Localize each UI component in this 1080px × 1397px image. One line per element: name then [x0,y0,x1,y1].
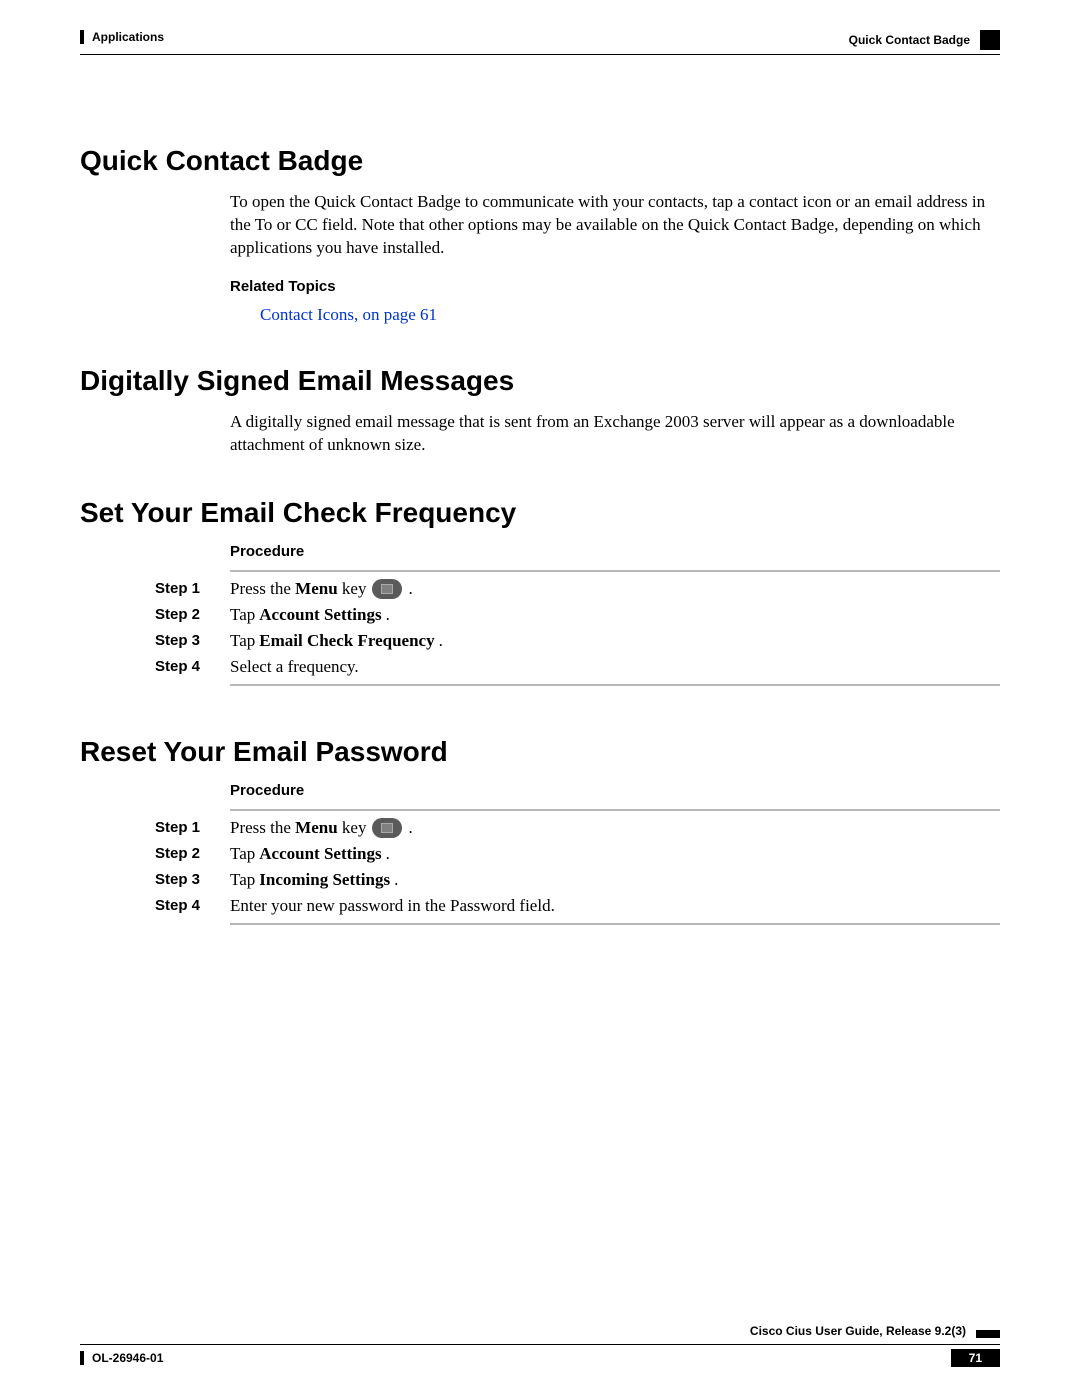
step-label: Step 3 [155,871,230,888]
procedure-label-2: Procedure [230,782,1000,799]
step-row: Step 4 Select a frequency. [155,654,1000,680]
step-label: Step 2 [155,845,230,862]
footer-bar-icon [80,1351,84,1365]
page: Applications Quick Contact Badge Quick C… [0,0,1080,1397]
page-footer: Cisco Cius User Guide, Release 9.2(3) OL… [80,1324,1000,1367]
footer-rule [80,1344,1000,1345]
header-right: Quick Contact Badge [849,30,1000,50]
section-heading-check-frequency: Set Your Email Check Frequency [80,497,1000,529]
step-content: Tap Account Settings. [230,605,390,625]
step-row: Step 2 Tap Account Settings. [155,602,1000,628]
section-heading-quick-contact-badge: Quick Contact Badge [80,145,1000,177]
page-number: 71 [951,1349,1000,1367]
header-left: Applications [80,30,164,44]
header-bar-icon [80,30,84,44]
procedure-rule-top-1 [230,570,1000,572]
footer-small-rule-icon [976,1330,1000,1338]
step-content: Tap Email Check Frequency. [230,631,443,651]
step-row: Step 2 Tap Account Settings. [155,841,1000,867]
step-row: Step 3 Tap Incoming Settings. [155,867,1000,893]
step-content: Press the Menu key . [230,579,413,599]
procedure-rule-bottom-2 [230,923,1000,925]
step-label: Step 1 [155,819,230,836]
footer-row: OL-26946-01 71 [80,1349,1000,1367]
step-text: Press the Menu key [230,579,366,599]
step-tail: . [408,579,412,599]
footer-right: 71 [951,1349,1000,1367]
header-right-text: Quick Contact Badge [849,33,970,47]
step-tail: . [408,818,412,838]
procedure-rule-bottom-1 [230,684,1000,686]
page-header: Applications Quick Contact Badge [80,30,1000,50]
step-text: Press the Menu key [230,818,366,838]
footer-title: Cisco Cius User Guide, Release 9.2(3) [750,1324,966,1338]
header-left-text: Applications [92,30,164,44]
step-row: Step 1 Press the Menu key . [155,576,1000,602]
section-heading-digitally-signed: Digitally Signed Email Messages [80,365,1000,397]
step-content: Press the Menu key . [230,818,413,838]
step-row: Step 3 Tap Email Check Frequency. [155,628,1000,654]
body-text-digitally-signed: A digitally signed email message that is… [230,411,1000,457]
header-rule [80,54,1000,55]
step-label: Step 4 [155,658,230,675]
step-label: Step 1 [155,580,230,597]
step-label: Step 4 [155,897,230,914]
procedure-rule-top-2 [230,809,1000,811]
step-row: Step 4 Enter your new password in the Pa… [155,893,1000,919]
menu-key-icon [372,579,402,599]
step-content: Tap Incoming Settings. [230,870,398,890]
step-content: Select a frequency. [230,657,359,677]
related-topics-label: Related Topics [230,278,1000,295]
footer-left: OL-26946-01 [80,1351,163,1365]
related-link-contact-icons[interactable]: Contact Icons, on page 61 [260,305,1000,325]
procedure-label-1: Procedure [230,543,1000,560]
menu-key-icon [372,818,402,838]
body-text-qcb: To open the Quick Contact Badge to commu… [230,191,1000,260]
section-heading-reset-password: Reset Your Email Password [80,736,1000,768]
header-block-icon [980,30,1000,50]
step-row: Step 1 Press the Menu key . [155,815,1000,841]
step-label: Step 3 [155,632,230,649]
step-content: Tap Account Settings. [230,844,390,864]
step-label: Step 2 [155,606,230,623]
step-content: Enter your new password in the Password … [230,896,555,916]
footer-doc-id: OL-26946-01 [92,1351,163,1365]
